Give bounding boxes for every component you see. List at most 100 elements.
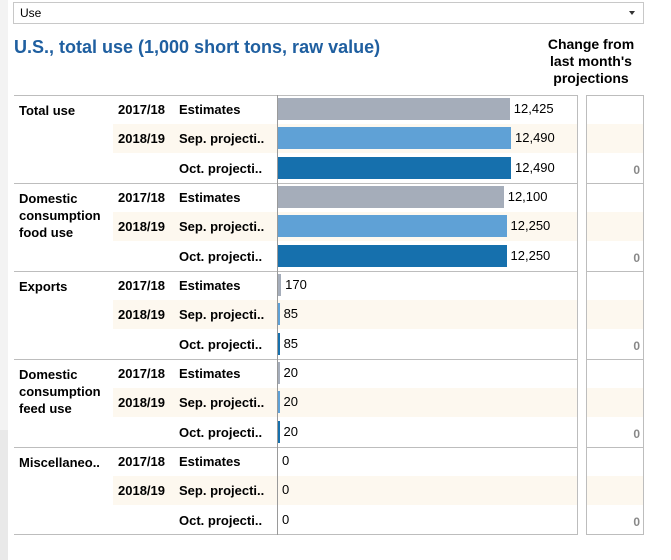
series-label: Oct. projecti.. xyxy=(179,512,263,528)
year-label: 2017/18 xyxy=(118,454,165,469)
change-value: 0 xyxy=(633,338,640,353)
change-cell xyxy=(586,212,644,242)
table-row: Oct. projecti.. 0 xyxy=(14,506,578,535)
change-cell: 0 xyxy=(586,418,644,447)
change-header-line-1: Change from xyxy=(547,36,635,52)
category-label-line: Domestic xyxy=(19,367,78,382)
change-column: 0 0 0 0 0 xyxy=(586,95,644,535)
bar-estimates[interactable] xyxy=(278,98,510,120)
series-label: Oct. projecti.. xyxy=(179,248,263,264)
bar-sep[interactable] xyxy=(278,391,280,414)
table-row: Oct. projecti.. 12,250 xyxy=(14,242,578,271)
change-cell xyxy=(586,183,644,212)
year-label: 2018/19 xyxy=(118,131,165,147)
data-label: 0 xyxy=(282,453,290,468)
data-label: 12,490 xyxy=(515,130,555,146)
bar-axis xyxy=(277,95,278,535)
series-label: Estimates xyxy=(179,102,241,117)
data-label: 170 xyxy=(285,277,307,292)
change-cell: 0 xyxy=(586,242,644,271)
data-label: 20 xyxy=(283,365,298,380)
series-label: Oct. projecti.. xyxy=(179,424,263,440)
left-panel-edge-lower xyxy=(0,430,8,560)
series-label: Sep. projecti.. xyxy=(179,483,265,499)
change-cell xyxy=(586,95,644,124)
data-label: 20 xyxy=(283,423,298,439)
year-label: 2018/19 xyxy=(118,395,165,411)
change-right-border xyxy=(643,95,644,535)
table-row: Oct. projecti.. 20 xyxy=(14,418,578,447)
row-shading xyxy=(113,388,578,418)
data-label: 12,100 xyxy=(507,189,548,204)
chevron-down-icon[interactable] xyxy=(629,11,635,15)
data-label: 0 xyxy=(282,482,290,498)
bar-oct[interactable] xyxy=(278,420,280,443)
table-row: 2017/18 Estimates 12,100 xyxy=(14,183,578,212)
data-label: 0 xyxy=(282,511,290,527)
bar-sep[interactable] xyxy=(278,303,280,326)
series-label: Estimates xyxy=(179,366,241,381)
table-row: Oct. projecti.. 85 xyxy=(14,330,578,359)
series-label: Sep. projecti.. xyxy=(179,219,265,235)
group-divider xyxy=(14,359,578,360)
category-label-line: Domestic xyxy=(19,191,78,206)
measure-dropdown[interactable]: Use xyxy=(13,2,644,24)
group-divider xyxy=(14,271,578,272)
table-bottom-border xyxy=(14,534,578,535)
year-label: 2018/19 xyxy=(118,483,165,499)
bar-oct[interactable] xyxy=(278,244,507,267)
change-value: 0 xyxy=(633,514,640,529)
table-row: 2017/18 Estimates 20 xyxy=(14,359,578,388)
group-divider xyxy=(14,447,578,448)
bar-estimates[interactable] xyxy=(278,362,280,384)
category-label-line: consumption xyxy=(19,384,101,399)
bar-sep[interactable] xyxy=(278,127,511,150)
change-cell xyxy=(586,359,644,388)
change-divider xyxy=(586,359,644,360)
change-divider xyxy=(586,183,644,184)
change-cell xyxy=(586,447,644,476)
table-row: 2017/18 Estimates 0 xyxy=(14,447,578,476)
change-value: 0 xyxy=(633,250,640,265)
series-label: Sep. projecti.. xyxy=(179,307,265,323)
category-label: Domestic consumption feed use xyxy=(19,366,119,417)
table-top-border xyxy=(14,95,578,96)
change-left-border xyxy=(586,95,587,535)
data-label: 12,490 xyxy=(515,159,555,175)
category-label: Miscellaneo.. xyxy=(19,455,100,470)
series-label: Oct. projecti.. xyxy=(179,160,263,176)
category-label: Exports xyxy=(19,279,68,294)
category-label-line: consumption xyxy=(19,208,101,223)
data-label: 12,250 xyxy=(510,218,551,234)
year-label: 2018/19 xyxy=(118,307,165,323)
measure-dropdown-value: Use xyxy=(20,6,42,20)
bar-sep[interactable] xyxy=(278,215,507,238)
change-value: 0 xyxy=(633,426,640,441)
series-label: Estimates xyxy=(179,278,241,293)
table-row: 2018/19 Sep. projecti.. 12,490 xyxy=(14,124,578,154)
table-right-border xyxy=(577,95,578,535)
series-label: Estimates xyxy=(179,454,241,469)
change-top-border xyxy=(586,95,644,96)
category-label: Total use xyxy=(19,103,76,118)
row-shading xyxy=(113,300,578,330)
bar-estimates[interactable] xyxy=(278,274,282,296)
data-label: 12,425 xyxy=(513,101,554,116)
series-label: Estimates xyxy=(179,190,241,205)
change-header: Change from last month's projections xyxy=(530,36,652,87)
change-cell: 0 xyxy=(586,330,644,359)
data-label: 85 xyxy=(283,306,299,322)
series-label: Oct. projecti.. xyxy=(179,336,263,352)
table-row: 2018/19 Sep. projecti.. 20 xyxy=(14,388,578,418)
table-row: 2018/19 Sep. projecti.. 12,250 xyxy=(14,212,578,242)
table-row: 2017/18 Estimates 12,425 xyxy=(14,95,578,124)
bar-table: 2017/18 Estimates 12,425 2018/19 Sep. projec… xyxy=(14,95,578,535)
bar-oct[interactable] xyxy=(278,332,280,355)
bar-estimates[interactable] xyxy=(278,186,504,208)
change-cell xyxy=(586,476,644,506)
change-cell xyxy=(586,271,644,300)
category-label-line: feed use xyxy=(19,401,72,416)
change-cell xyxy=(586,300,644,330)
data-label: 12,250 xyxy=(510,247,551,263)
bar-oct[interactable] xyxy=(278,156,511,179)
